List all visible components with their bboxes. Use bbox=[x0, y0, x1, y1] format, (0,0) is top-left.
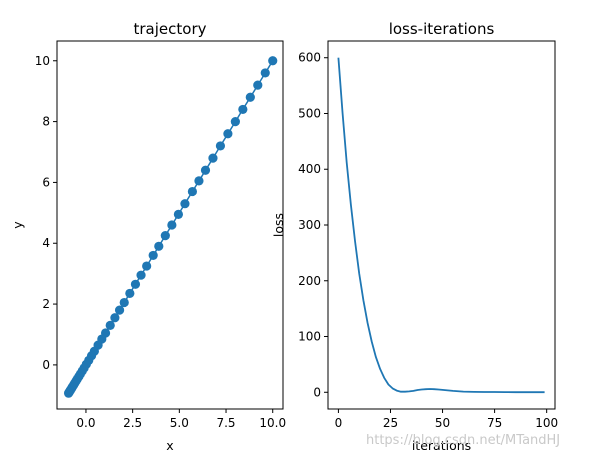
x-tick-label: 10.0 bbox=[259, 416, 286, 430]
x-tick-label: 50 bbox=[435, 416, 450, 430]
x-tick-label: 100 bbox=[535, 416, 558, 430]
trajectory-axes: 0.0 2.5 5.0 7.5 10.0 0 2 4 6 8 10 trajectory x y bbox=[10, 20, 286, 453]
loss-y-label: loss bbox=[271, 213, 286, 237]
trajectory-point bbox=[245, 92, 255, 102]
trajectory-point bbox=[154, 241, 164, 251]
y-tick-label: 2 bbox=[42, 297, 50, 311]
loss-axes: 0 25 50 75 100 0 100 200 300 400 500 600 loss-itera… bbox=[271, 20, 558, 453]
trajectory-point bbox=[167, 220, 177, 230]
x-tick-label: 75 bbox=[487, 416, 502, 430]
loss-ticks: 0 25 50 75 100 0 100 200 300 400 500 600 bbox=[298, 51, 558, 430]
loss-line bbox=[337, 57, 545, 394]
loss-frame bbox=[327, 40, 556, 410]
y-tick-label: 400 bbox=[298, 162, 321, 176]
y-tick-label: 600 bbox=[298, 51, 321, 65]
y-tick-label: 6 bbox=[42, 175, 50, 189]
trajectory-point bbox=[194, 176, 204, 186]
y-tick-label: 8 bbox=[42, 115, 50, 129]
y-tick-label: 500 bbox=[298, 106, 321, 120]
trajectory-point bbox=[136, 270, 146, 280]
x-tick-label: 0.0 bbox=[76, 416, 95, 430]
trajectory-point bbox=[260, 68, 270, 78]
trajectory-point bbox=[110, 313, 120, 323]
trajectory-point bbox=[208, 153, 218, 163]
trajectory-x-label: x bbox=[166, 438, 173, 453]
trajectory-ticks: 0.0 2.5 5.0 7.5 10.0 0 2 4 6 8 10 bbox=[35, 54, 286, 430]
y-tick-label: 0 bbox=[313, 385, 321, 399]
y-tick-label: 200 bbox=[298, 274, 321, 288]
y-tick-label: 0 bbox=[42, 358, 50, 372]
y-tick-label: 100 bbox=[298, 330, 321, 344]
trajectory-point bbox=[238, 104, 248, 115]
trajectory-point bbox=[223, 129, 233, 139]
y-tick-label: 300 bbox=[298, 218, 321, 232]
loss-x-label: iterations bbox=[412, 438, 471, 453]
x-tick-label: 7.5 bbox=[216, 416, 235, 430]
trajectory-point bbox=[173, 209, 184, 219]
trajectory-point bbox=[105, 320, 115, 330]
x-tick-label: 2.5 bbox=[123, 416, 142, 430]
trajectory-point bbox=[142, 261, 152, 271]
trajectory-point bbox=[200, 165, 211, 175]
watermark: https://blog.csdn.net/MTandHJ bbox=[366, 433, 560, 448]
trajectory-point bbox=[230, 116, 240, 127]
x-tick-label: 5.0 bbox=[170, 416, 189, 430]
trajectory-point bbox=[63, 388, 74, 398]
trajectory-point bbox=[119, 297, 129, 308]
x-tick-label: 25 bbox=[383, 416, 398, 430]
y-tick-label: 10 bbox=[35, 54, 50, 68]
loss-title: loss-iterations bbox=[389, 20, 495, 38]
trajectory-point bbox=[180, 199, 190, 209]
trajectory-y-label: y bbox=[10, 221, 25, 229]
trajectory-point bbox=[253, 80, 263, 90]
trajectory-title: trajectory bbox=[134, 20, 207, 38]
x-tick-label: 0 bbox=[335, 416, 343, 430]
trajectory-point bbox=[130, 279, 141, 289]
y-tick-label: 4 bbox=[42, 236, 50, 250]
trajectory-point bbox=[114, 305, 125, 315]
trajectory-point bbox=[160, 231, 170, 241]
trajectory-point bbox=[268, 56, 278, 66]
trajectory-point bbox=[125, 288, 135, 299]
trajectory-plot-area bbox=[63, 56, 278, 398]
trajectory-point bbox=[187, 186, 198, 197]
loss-plot-area bbox=[337, 57, 545, 394]
trajectory-frame bbox=[56, 40, 284, 410]
trajectory-point bbox=[215, 141, 226, 151]
trajectory-point bbox=[148, 250, 158, 261]
